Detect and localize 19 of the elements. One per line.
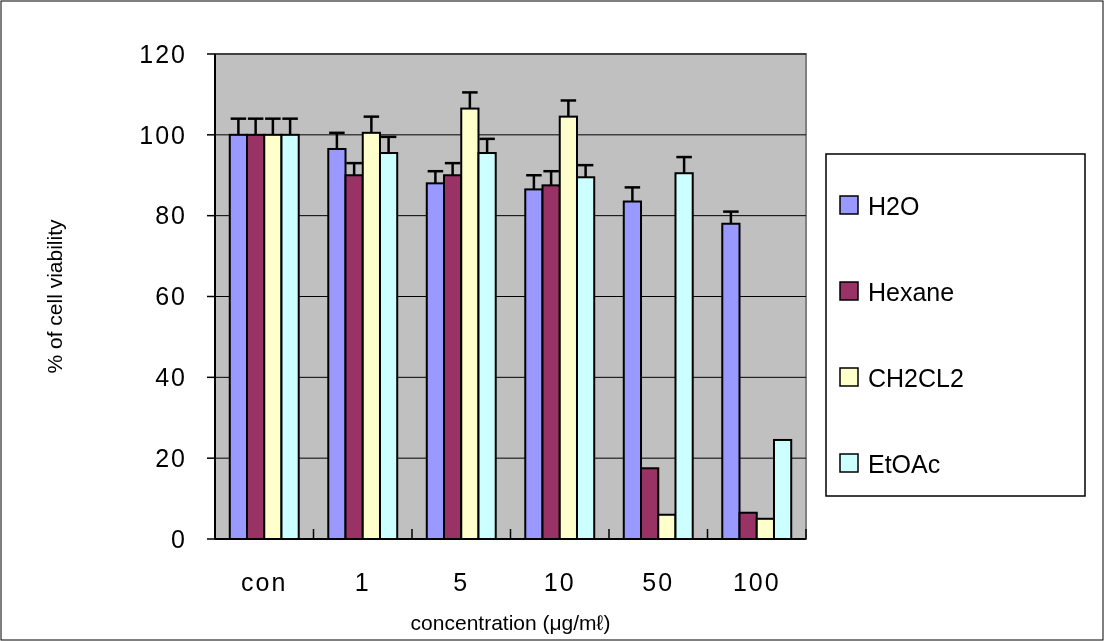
legend-label: CH2CL2 — [868, 363, 964, 392]
y-tick-label: 120 — [139, 39, 187, 68]
x-tick-label: 10 — [543, 568, 576, 596]
x-tick-label: 100 — [732, 568, 781, 596]
y-axis-title: % of cell viability — [43, 218, 66, 374]
y-tick-label: 0 — [171, 524, 187, 553]
x-tick-label: con — [241, 568, 288, 596]
legend-label: H2O — [868, 191, 920, 220]
x-tick-label: 50 — [642, 568, 675, 596]
x-tick-label: 1 — [354, 568, 371, 596]
legend-label: Hexane — [868, 277, 955, 306]
y-tick-label: 40 — [155, 363, 187, 392]
y-tick-label: 100 — [139, 120, 187, 149]
x-tick-label: 5 — [453, 568, 470, 596]
y-tick-label: 20 — [155, 443, 187, 472]
legend-label: EtOAc — [868, 449, 941, 478]
y-tick-label: 60 — [155, 282, 187, 311]
x-axis-title: concentration (μg/mℓ) — [410, 611, 611, 634]
y-tick-label: 80 — [155, 201, 187, 230]
